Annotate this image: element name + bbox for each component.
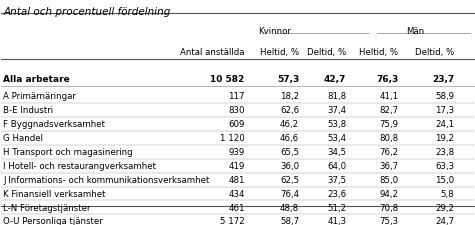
- Text: F Byggnadsverksamhet: F Byggnadsverksamhet: [3, 120, 105, 129]
- Text: 46,6: 46,6: [280, 133, 299, 142]
- Text: 15,0: 15,0: [435, 175, 455, 184]
- Text: 36,7: 36,7: [380, 161, 399, 170]
- Text: O-U Personliga tjänster: O-U Personliga tjänster: [3, 216, 103, 225]
- Text: 23,7: 23,7: [432, 75, 455, 84]
- Text: K Finansiell verksamhet: K Finansiell verksamhet: [3, 189, 105, 198]
- Text: 53,4: 53,4: [327, 133, 346, 142]
- Text: 81,8: 81,8: [327, 92, 346, 101]
- Text: 64,0: 64,0: [327, 161, 346, 170]
- Text: 58,9: 58,9: [436, 92, 455, 101]
- Text: 37,5: 37,5: [327, 175, 346, 184]
- Text: 41,3: 41,3: [327, 216, 346, 225]
- Text: 18,2: 18,2: [280, 92, 299, 101]
- Text: 82,7: 82,7: [380, 106, 399, 115]
- Text: 42,7: 42,7: [324, 75, 346, 84]
- Text: 5 172: 5 172: [220, 216, 245, 225]
- Text: 1 120: 1 120: [220, 133, 245, 142]
- Text: 37,4: 37,4: [327, 106, 346, 115]
- Text: 76,2: 76,2: [380, 147, 399, 156]
- Text: H Transport och magasinering: H Transport och magasinering: [3, 147, 133, 156]
- Text: 23,8: 23,8: [435, 147, 455, 156]
- Text: 62,5: 62,5: [280, 175, 299, 184]
- Text: 57,3: 57,3: [277, 75, 299, 84]
- Text: Antal anställda: Antal anställda: [180, 48, 245, 57]
- Text: Antal och procentuell fördelning: Antal och procentuell fördelning: [3, 7, 171, 17]
- Text: 939: 939: [228, 147, 245, 156]
- Text: 481: 481: [228, 175, 245, 184]
- Text: G Handel: G Handel: [3, 133, 43, 142]
- Text: 62,6: 62,6: [280, 106, 299, 115]
- Text: 10 582: 10 582: [210, 75, 245, 84]
- Text: 85,0: 85,0: [380, 175, 399, 184]
- Text: 53,8: 53,8: [327, 120, 346, 129]
- Text: 76,3: 76,3: [376, 75, 399, 84]
- Text: A Primärnäringar: A Primärnäringar: [3, 92, 76, 101]
- Text: L-N Företagstjänster: L-N Företagstjänster: [3, 202, 91, 211]
- Text: 36,0: 36,0: [280, 161, 299, 170]
- Text: Män: Män: [406, 27, 424, 36]
- Text: 23,6: 23,6: [327, 189, 346, 198]
- Text: J Informations- och kommunikationsverksamhet: J Informations- och kommunikationsverksa…: [3, 175, 209, 184]
- Text: 5,8: 5,8: [441, 189, 455, 198]
- Text: 434: 434: [228, 189, 245, 198]
- Text: 70,8: 70,8: [380, 202, 399, 211]
- Text: 80,8: 80,8: [380, 133, 399, 142]
- Text: Deltid, %: Deltid, %: [415, 48, 455, 57]
- Text: 117: 117: [228, 92, 245, 101]
- Text: 65,5: 65,5: [280, 147, 299, 156]
- Text: 63,3: 63,3: [435, 161, 455, 170]
- Text: 48,8: 48,8: [280, 202, 299, 211]
- Text: 461: 461: [228, 202, 245, 211]
- Text: I Hotell- och restaurangverksamhet: I Hotell- och restaurangverksamhet: [3, 161, 156, 170]
- Text: 51,2: 51,2: [327, 202, 346, 211]
- Text: 75,3: 75,3: [380, 216, 399, 225]
- Text: Heltid, %: Heltid, %: [260, 48, 299, 57]
- Text: 17,3: 17,3: [435, 106, 455, 115]
- Text: 46,2: 46,2: [280, 120, 299, 129]
- Text: 609: 609: [228, 120, 245, 129]
- Text: Kvinnor: Kvinnor: [258, 27, 291, 36]
- Text: 19,2: 19,2: [436, 133, 455, 142]
- Text: 75,9: 75,9: [380, 120, 399, 129]
- Text: Deltid, %: Deltid, %: [307, 48, 346, 57]
- Text: 24,7: 24,7: [435, 216, 455, 225]
- Text: 58,7: 58,7: [280, 216, 299, 225]
- Text: 41,1: 41,1: [380, 92, 399, 101]
- Text: B-E Industri: B-E Industri: [3, 106, 53, 115]
- Text: 830: 830: [228, 106, 245, 115]
- Text: 34,5: 34,5: [327, 147, 346, 156]
- Text: Alla arbetare: Alla arbetare: [3, 75, 70, 84]
- Text: 24,1: 24,1: [435, 120, 455, 129]
- Text: 94,2: 94,2: [380, 189, 399, 198]
- Text: 76,4: 76,4: [280, 189, 299, 198]
- Text: 419: 419: [228, 161, 245, 170]
- Text: Heltid, %: Heltid, %: [360, 48, 399, 57]
- Text: 29,2: 29,2: [436, 202, 455, 211]
